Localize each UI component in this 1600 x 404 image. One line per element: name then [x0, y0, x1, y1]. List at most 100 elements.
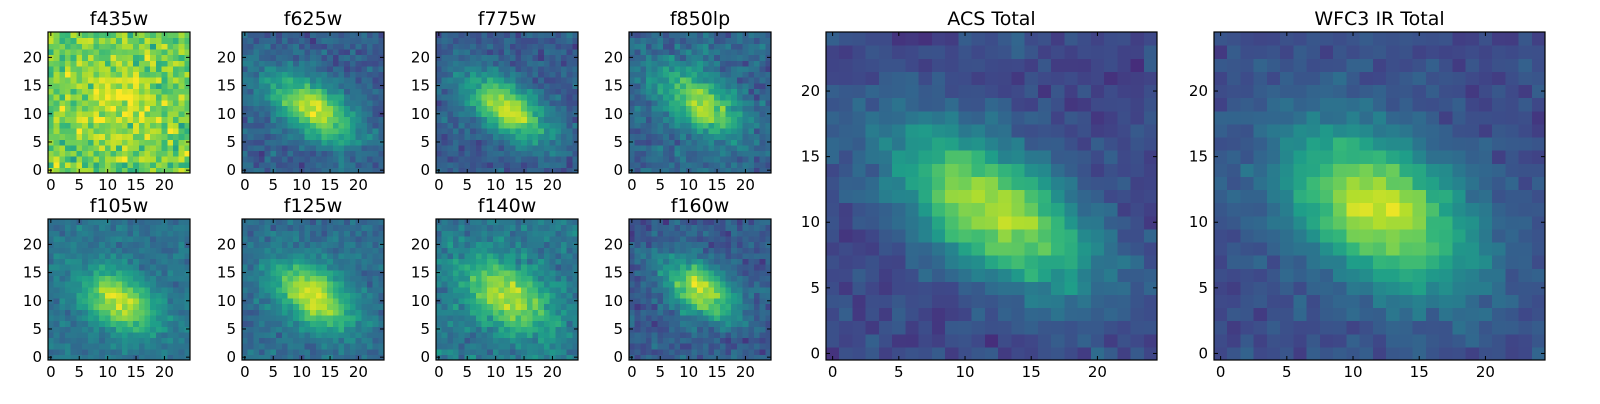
heatmap-cell — [703, 343, 709, 349]
y-tick-label: 20 — [23, 235, 42, 253]
heatmap-cell — [493, 100, 499, 106]
heatmap-cell — [265, 94, 271, 100]
heatmap-cell — [516, 77, 522, 83]
heatmap-cell — [93, 139, 99, 145]
heatmap-cell — [527, 236, 533, 242]
heatmap-cell — [356, 94, 362, 100]
heatmap-cell — [533, 83, 539, 89]
heatmap-cell — [476, 343, 482, 349]
heatmap-cell — [282, 139, 288, 145]
heatmap-cell — [276, 292, 282, 298]
heatmap-cell — [516, 304, 522, 310]
heatmap-cell — [304, 253, 310, 259]
heatmap-cell — [436, 71, 442, 77]
heatmap-cell — [493, 38, 499, 44]
heatmap-cell — [714, 111, 720, 117]
heatmap-cell — [442, 43, 448, 49]
heatmap-cell — [122, 292, 128, 298]
heatmap-cell — [253, 309, 259, 315]
heatmap-cell — [737, 145, 743, 151]
heatmap-cell — [316, 275, 322, 281]
heatmap-cell — [333, 337, 339, 343]
heatmap-cell — [265, 122, 271, 128]
heatmap-cell — [99, 321, 105, 327]
heatmap-cell — [476, 349, 482, 355]
heatmap-cell — [82, 156, 88, 162]
heatmap-cell — [459, 270, 465, 276]
heatmap-cell — [640, 49, 646, 55]
heatmap-cell — [88, 292, 94, 298]
heatmap-cell — [487, 38, 493, 44]
x-tick-label: 15 — [320, 363, 339, 381]
heatmap-cell — [282, 304, 288, 310]
heatmap-cell — [481, 88, 487, 94]
heatmap-cell — [464, 60, 470, 66]
heatmap-cell — [350, 156, 356, 162]
heatmap-cells — [48, 219, 191, 361]
heatmap-cell — [48, 315, 54, 321]
heatmap-cell — [691, 77, 697, 83]
heatmap-cell — [71, 150, 77, 156]
heatmap-cell — [350, 49, 356, 55]
heatmap-cell — [567, 292, 573, 298]
heatmap-cell — [65, 150, 71, 156]
heatmap-cell — [686, 128, 692, 134]
heatmap-cell — [316, 134, 322, 140]
heatmap-cell — [652, 145, 658, 151]
heatmap-cell — [110, 156, 116, 162]
heatmap-cell — [93, 219, 99, 225]
heatmap-cell — [122, 304, 128, 310]
heatmap-cell — [162, 309, 168, 315]
heatmap-cell — [339, 292, 345, 298]
heatmap-cell — [156, 275, 162, 281]
heatmap-cell — [339, 122, 345, 128]
heatmap-cell — [436, 247, 442, 253]
heatmap-cell — [344, 105, 350, 111]
heatmap-cell — [93, 49, 99, 55]
heatmap-cell — [691, 134, 697, 140]
heatmap-cell — [356, 304, 362, 310]
heatmap-cell — [327, 38, 333, 44]
heatmap-cell — [322, 247, 328, 253]
heatmap-cell — [561, 298, 567, 304]
heatmap-cell — [82, 219, 88, 225]
heatmap-cell — [99, 225, 105, 231]
heatmap-cell — [544, 122, 550, 128]
heatmap-cell — [760, 349, 766, 355]
heatmap-cell — [459, 337, 465, 343]
heatmap-cell — [691, 49, 697, 55]
heatmap-cell — [133, 332, 139, 338]
heatmap-cell — [116, 236, 122, 242]
heatmap-cell — [550, 332, 556, 338]
heatmap-cell — [99, 264, 105, 270]
heatmap-cell — [173, 298, 179, 304]
heatmap-cell — [521, 122, 527, 128]
heatmap-cell — [567, 349, 573, 355]
heatmap-cell — [304, 315, 310, 321]
heatmap-cell — [550, 242, 556, 248]
heatmap-cell — [88, 315, 94, 321]
heatmap-cell — [521, 230, 527, 236]
heatmap-cell — [248, 71, 254, 77]
heatmap-cell — [156, 343, 162, 349]
heatmap-cell — [150, 247, 156, 253]
heatmap-cell — [310, 94, 316, 100]
heatmap-cell — [481, 349, 487, 355]
heatmap-cell — [76, 128, 82, 134]
x-tick-label: 0 — [240, 363, 250, 381]
heatmap-cell — [703, 315, 709, 321]
heatmap-cell — [99, 270, 105, 276]
y-tick-label: 5 — [613, 133, 623, 151]
heatmap-cell — [361, 275, 367, 281]
heatmap-cell — [133, 247, 139, 253]
heatmap-cell — [88, 150, 94, 156]
heatmap-cell — [116, 315, 122, 321]
heatmap-cell — [162, 225, 168, 231]
heatmap-cell — [669, 281, 675, 287]
heatmap-cell — [150, 236, 156, 242]
heatmap-cell — [498, 43, 504, 49]
heatmap-cell — [316, 321, 322, 327]
heatmap-cell — [82, 236, 88, 242]
heatmap-cell — [487, 105, 493, 111]
heatmap-cell — [709, 150, 715, 156]
